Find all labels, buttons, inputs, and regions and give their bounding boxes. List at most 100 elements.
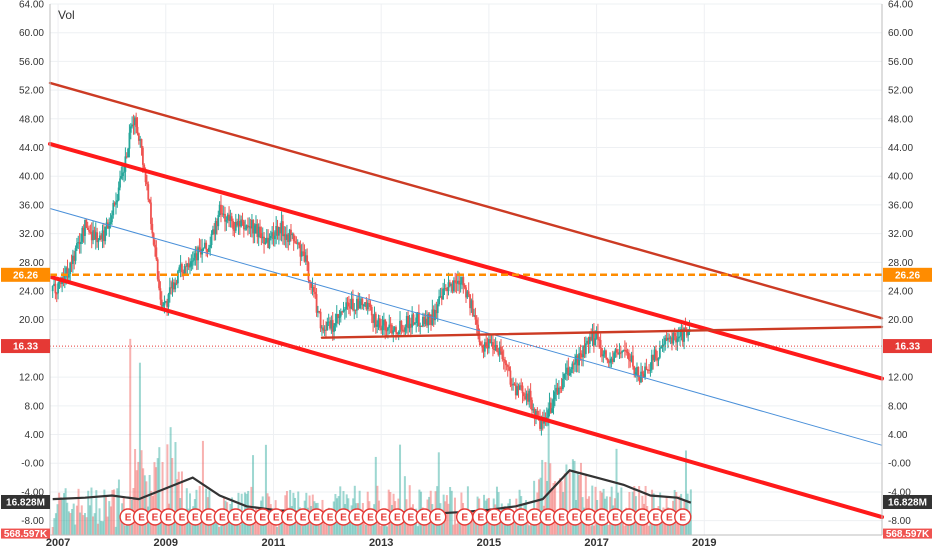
candle-body xyxy=(366,303,369,310)
y-tick-label: 40.00 xyxy=(19,172,44,183)
candle-body xyxy=(209,245,212,248)
candle-body xyxy=(195,253,198,261)
earnings-marker-label: E xyxy=(219,513,226,524)
earnings-marker-label: E xyxy=(518,513,525,524)
volume-bar xyxy=(513,522,516,535)
candle-body xyxy=(298,242,300,246)
candle-body xyxy=(553,391,556,400)
volume-bar xyxy=(95,490,98,535)
candle-body xyxy=(567,367,570,376)
candle-body xyxy=(295,242,298,244)
candle-body xyxy=(284,234,287,240)
volume-bar xyxy=(271,521,274,535)
y-tick-label: 12.00 xyxy=(19,373,44,384)
candle-body xyxy=(667,337,669,341)
volume-secondary-label: 568.597K xyxy=(886,529,930,540)
candle-body xyxy=(381,325,384,331)
y-tick-label: 60.00 xyxy=(19,28,44,39)
candle-body xyxy=(473,315,475,317)
candle-body xyxy=(252,219,255,234)
earnings-marker-label: E xyxy=(434,513,441,524)
candle-body xyxy=(94,232,97,240)
volume-bar xyxy=(180,471,183,535)
channel-line xyxy=(48,141,884,381)
volume-bar xyxy=(174,442,177,535)
candle-body xyxy=(552,399,555,409)
candle-body xyxy=(326,321,329,331)
candle-body xyxy=(207,247,210,253)
volume-bar xyxy=(80,505,83,535)
candle-body xyxy=(339,311,342,317)
volume-bar xyxy=(403,476,406,535)
volume-bar xyxy=(455,523,458,535)
candle-body xyxy=(179,264,182,268)
candle-body xyxy=(447,282,450,292)
volume-label: Vol xyxy=(58,8,75,22)
candle-body xyxy=(158,279,160,289)
candle-body xyxy=(489,339,492,344)
volume-bar xyxy=(71,509,74,535)
candle-body xyxy=(211,229,214,235)
price-candles xyxy=(51,112,691,436)
volume-bar xyxy=(379,525,382,535)
candle-body xyxy=(119,178,121,188)
candle-body xyxy=(303,252,306,262)
volume-bar xyxy=(573,460,576,535)
volume-bar xyxy=(607,524,610,535)
volume-bar xyxy=(277,525,280,535)
volume-bar xyxy=(171,458,174,535)
candle-body xyxy=(541,419,544,424)
candle-body xyxy=(509,370,512,385)
x-tick-label: 2019 xyxy=(692,537,716,549)
earnings-marker-label: E xyxy=(421,513,428,524)
candle-body xyxy=(245,225,248,229)
candle-body xyxy=(556,387,559,395)
candle-body xyxy=(676,338,679,343)
candle-body xyxy=(575,355,578,363)
volume-bar xyxy=(135,470,138,535)
candle-body xyxy=(261,236,264,239)
earnings-marker-label: E xyxy=(300,513,307,524)
candle-body xyxy=(669,337,672,339)
candle-body xyxy=(190,261,193,267)
candle-body xyxy=(448,282,451,286)
candle-body xyxy=(205,242,208,250)
candle-body xyxy=(440,296,443,300)
earnings-marker-label: E xyxy=(531,513,538,524)
volume-bar xyxy=(302,526,305,535)
candle-body xyxy=(514,385,517,396)
candle-body xyxy=(601,347,603,357)
candle-body xyxy=(277,227,280,236)
candle-body xyxy=(263,236,265,245)
candle-body xyxy=(673,332,676,337)
candle-body xyxy=(442,288,445,300)
candle-body xyxy=(321,327,323,329)
candle-body xyxy=(331,320,334,332)
candle-body xyxy=(668,337,671,339)
volume-bar xyxy=(453,497,456,535)
candle-body xyxy=(236,221,239,226)
volume-bar xyxy=(531,519,534,535)
candle-body xyxy=(482,347,485,352)
candle-body xyxy=(590,336,593,341)
candle-body xyxy=(272,232,275,240)
volume-bar xyxy=(88,505,91,535)
candle-body xyxy=(532,409,535,411)
candle-body xyxy=(57,283,59,294)
candle-body xyxy=(166,301,169,307)
volume-bar xyxy=(253,515,256,535)
candle-body xyxy=(571,363,574,370)
candle-body xyxy=(632,355,634,367)
volume-bar xyxy=(521,524,524,535)
volume-bar xyxy=(676,516,679,535)
candle-body xyxy=(175,282,178,284)
candle-body xyxy=(623,349,626,351)
volume-bar xyxy=(140,450,143,535)
candle-body xyxy=(89,231,92,233)
volume-bar xyxy=(516,525,519,535)
volume-bar xyxy=(85,517,88,535)
candle-body xyxy=(430,317,432,325)
volume-bar xyxy=(547,402,550,535)
candle-body xyxy=(329,321,331,329)
